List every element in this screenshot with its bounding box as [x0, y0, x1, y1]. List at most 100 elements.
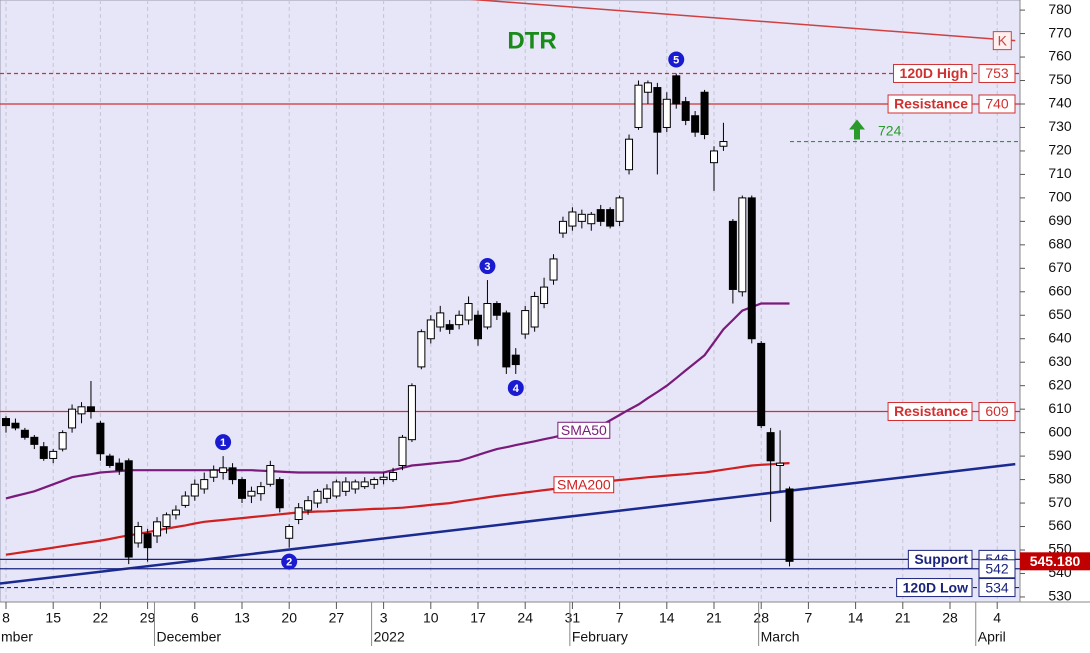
candle-body [322, 488, 331, 499]
wave-label: 2 [286, 557, 292, 569]
wave-marker [668, 51, 685, 68]
y-tick-label: 650 [1048, 306, 1072, 322]
candle-body [49, 450, 58, 459]
wave-marker [281, 553, 298, 570]
candle-body [39, 446, 48, 459]
candle-body [313, 490, 322, 504]
candle-body [766, 432, 775, 462]
y-tick-label: 740 [1048, 95, 1072, 111]
candle-body [483, 303, 492, 328]
candle-body [785, 488, 794, 562]
level-value-box [978, 559, 1016, 579]
candle-body [634, 84, 643, 128]
x-tick-label: 14 [659, 610, 675, 626]
y-tick-label: 640 [1048, 329, 1072, 345]
candle-body [700, 91, 709, 136]
candle-body [304, 500, 313, 511]
level-value: 753 [985, 65, 1009, 81]
level-label-box [893, 63, 973, 83]
candle-body [171, 509, 180, 516]
x-tick-label: 7 [805, 610, 813, 626]
candle-body [757, 342, 766, 427]
wave-label: 1 [220, 437, 226, 449]
candle-body [285, 526, 294, 539]
candle-body [360, 481, 369, 488]
trendline [0, 462, 1016, 585]
x-tick-label: 7 [616, 610, 624, 626]
sma-label: SMA50 [561, 422, 607, 438]
plot: K 724 SMA50 SMA200 1 2 3 4 5 [0, 0, 1020, 589]
x-tick-label: 21 [706, 610, 722, 626]
last-price-label: 545.180 [1030, 553, 1081, 569]
y-tick-label: 710 [1048, 165, 1072, 181]
y-tick-label: 660 [1048, 282, 1072, 298]
x-tick-label: 14 [848, 610, 864, 626]
candle-body [181, 495, 190, 506]
month-label: February [572, 629, 628, 645]
level-label-box [907, 549, 973, 569]
candle-body [662, 98, 671, 128]
y-tick-label: 580 [1048, 470, 1072, 486]
candle-body [115, 462, 124, 471]
candle-body [11, 422, 20, 429]
x-tick-label: 28 [942, 610, 958, 626]
candle-body [587, 213, 596, 225]
month-label: 2022 [374, 629, 405, 645]
wave-marker [479, 258, 496, 275]
level-label: Resistance [894, 96, 968, 112]
y-tick-label: 760 [1048, 48, 1072, 64]
candle-body [710, 150, 718, 164]
month-label: mber [1, 629, 33, 645]
candle-body [407, 385, 416, 441]
y-tick-label: 530 [1048, 588, 1072, 604]
candle-body [577, 213, 586, 222]
level-value: 740 [985, 96, 1009, 112]
wave-marker [507, 379, 524, 396]
trend-label: K [998, 32, 1008, 48]
candle-body [521, 310, 530, 335]
candle-body [143, 533, 152, 549]
candle-body [379, 476, 388, 481]
candle-body [738, 197, 747, 293]
y-tick-label: 670 [1048, 259, 1072, 275]
candle-body [474, 314, 482, 340]
level-value-box [978, 578, 1016, 598]
candle-body [209, 469, 218, 478]
trend-label-box [992, 31, 1012, 51]
chart-title: DTR [507, 27, 556, 54]
x-tick-label: 3 [380, 610, 388, 626]
x-tick-label: 24 [517, 610, 533, 626]
sma-label: SMA200 [557, 476, 611, 492]
candle-body [238, 479, 246, 499]
month-label: April [978, 629, 1006, 645]
candle-body [294, 507, 303, 520]
x-tick-label: 27 [329, 610, 345, 626]
level-label-box [896, 578, 973, 598]
x-tick-label: 4 [993, 610, 1001, 626]
candle-body [332, 481, 341, 497]
candle-body [20, 429, 29, 438]
candle-body [426, 319, 435, 340]
wave-label: 4 [513, 383, 520, 395]
candle-body [247, 490, 256, 497]
y-tick-label: 590 [1048, 447, 1072, 463]
y-tick-label: 680 [1048, 236, 1072, 252]
wave-label: 3 [484, 261, 490, 273]
candle-body [266, 464, 275, 485]
level-label: Support [914, 551, 968, 567]
candle-body [256, 486, 265, 495]
x-tick-label: 29 [140, 610, 156, 626]
candle-body [58, 432, 67, 450]
candle-body [228, 467, 237, 481]
candle-body [398, 436, 407, 466]
candle-body [672, 75, 681, 105]
x-tick-label: 13 [234, 610, 250, 626]
candle-body [162, 514, 171, 528]
y-tick-label: 620 [1048, 376, 1072, 392]
candle-body [96, 422, 105, 455]
candle-body [77, 406, 86, 415]
y-tick-label: 780 [1048, 1, 1072, 17]
level-label: 120D High [900, 65, 968, 81]
